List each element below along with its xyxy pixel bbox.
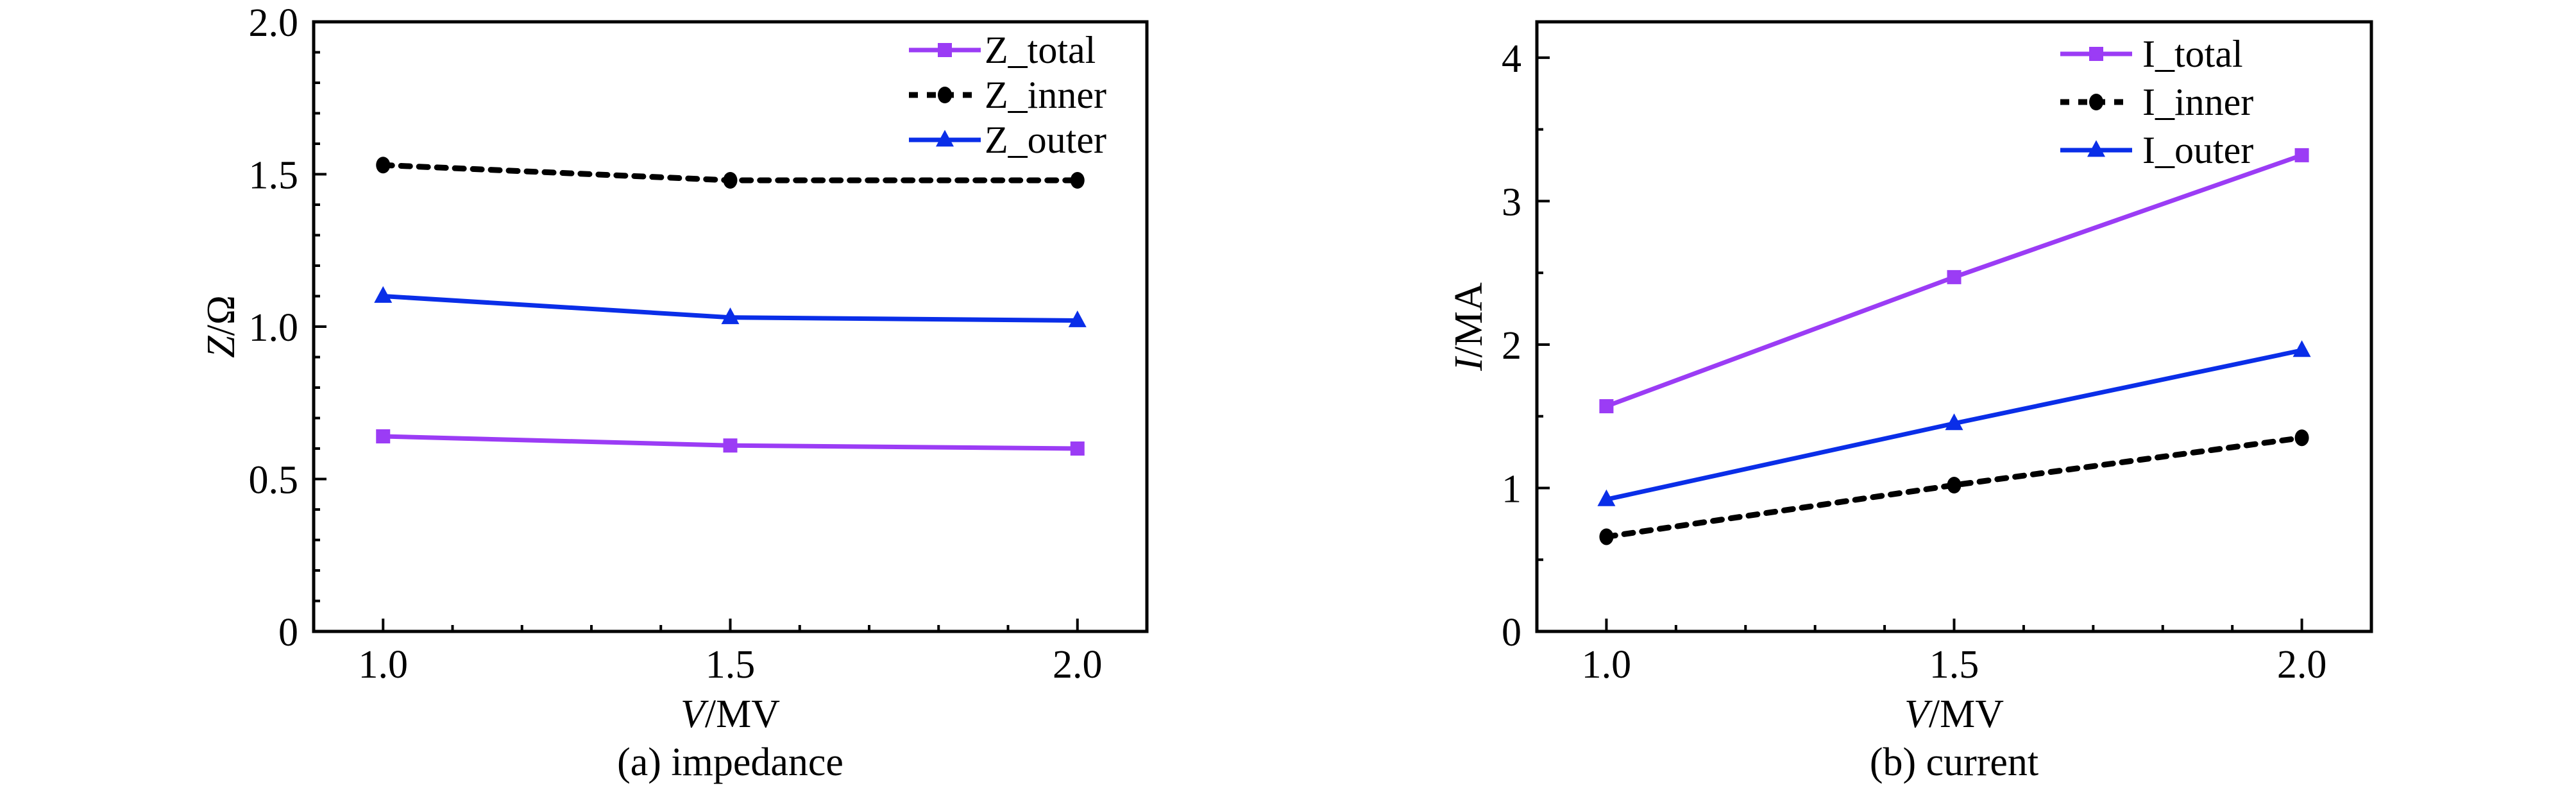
current-panel: 1.0 1.5 2.0 0 1 2 3 4 I_total I_inner I_outer I/M… [1447,20,2373,784]
data-point-circle [376,157,391,174]
data-point-triangle [374,286,393,303]
y-tick-label: 2.0 [249,1,299,45]
x-axis-label-unit: /MV [1929,692,2004,736]
impedance-panel: 1.0 1.5 2.0 0 0.5 1.0 1.5 2.0 Z_totalZ_innerZ_o… [199,1,1149,784]
legend-item: Z_total [909,29,1096,71]
series-layer [1597,148,2311,545]
data-point-triangle [2292,340,2311,357]
data-point-square [723,438,738,453]
data-point-circle [723,172,738,189]
legend-marker-circle [938,87,952,103]
x-axis-label: V/MV [681,692,780,736]
axis-ticks [314,21,1079,633]
y-tick-label: 2 [1502,324,1521,368]
y-axis-label: I/MA [1447,282,1491,372]
data-point-triangle [721,307,740,325]
plot-frame [1535,20,2373,633]
data-point-triangle [1945,413,1963,431]
tick-labels: 1.0 1.5 2.0 0 0.5 1.0 1.5 2.0 [249,1,1103,687]
x-tick-label: 1.0 [359,643,409,687]
data-point-circle [1947,477,1962,493]
legend-label: Z_total [985,29,1096,71]
legend-label: Z_outer [985,119,1106,161]
legend-marker-circle [2089,94,2103,110]
data-point-triangle [1068,310,1087,327]
y-tick-label: 3 [1502,180,1521,224]
legend: I_total I_inner I_outer [2060,33,2253,171]
y-tick-label: 0.5 [249,459,299,502]
series-I_inner [1599,429,2309,545]
series-Z_outer [374,286,1087,327]
x-tick-label: 1.5 [1929,643,1979,687]
x-axis-label-unit: /MV [705,692,780,736]
legend-marker-square [938,43,952,57]
x-tick-label: 1.5 [706,643,756,687]
legend-label: I_outer [2142,129,2253,171]
legend-item: I_outer [2060,129,2253,171]
legend-label: I_inner [2142,81,2253,123]
series-Z_total [376,429,1085,456]
legend-item: I_inner [2060,81,2253,123]
data-point-square [1599,399,1614,414]
data-point-square [1947,270,1962,284]
y-tick-label: 0 [1502,611,1521,655]
data-point-square [2294,148,2309,162]
legend-item: I_total [2060,33,2243,75]
data-point-circle [2294,429,2309,447]
y-tick-label: 4 [1502,37,1521,81]
tick-labels: 1.0 1.5 2.0 0 1 2 3 4 [1502,37,2326,687]
data-point-circle [1070,172,1085,189]
x-axis-label-symbol: V [681,692,709,736]
y-tick-label: 1 [1502,467,1521,511]
x-axis-label-symbol: V [1904,692,1933,736]
y-axis-label-symbol: Z [199,336,243,358]
legend-marker-triangle [936,130,954,147]
y-tick-label: 1.0 [249,306,299,350]
legend-marker-triangle [2087,140,2105,157]
y-axis-label: Z/Ω [199,295,243,358]
legend-item: Z_outer [909,119,1106,161]
y-axis-label-symbol: I [1447,355,1491,372]
data-point-square [376,429,391,443]
panel-caption: (a) impedance [617,741,843,784]
y-axis-label-unit: /MA [1447,282,1491,357]
data-point-square [1070,441,1085,456]
series-I_outer [1597,340,2311,506]
x-tick-label: 1.0 [1582,643,1632,687]
data-point-triangle [1597,489,1616,506]
x-tick-label: 2.0 [2277,643,2327,687]
data-point-circle [1599,528,1614,545]
series-I_total [1599,148,2309,414]
x-axis-label: V/MV [1904,692,2004,736]
series-layer [374,157,1087,456]
series-Z_inner [376,157,1085,189]
legend-marker-square [2089,47,2103,61]
y-tick-label: 0 [278,611,298,655]
legend-item: Z_inner [909,74,1106,116]
y-axis-label-unit: /Ω [199,295,243,336]
legend-label: I_total [2142,33,2243,75]
panel-caption: (b) current [1870,741,2038,784]
legend-label: Z_inner [985,74,1106,116]
y-tick-label: 1.5 [249,154,299,198]
x-tick-label: 2.0 [1053,643,1103,687]
plot-frame [312,20,1149,633]
